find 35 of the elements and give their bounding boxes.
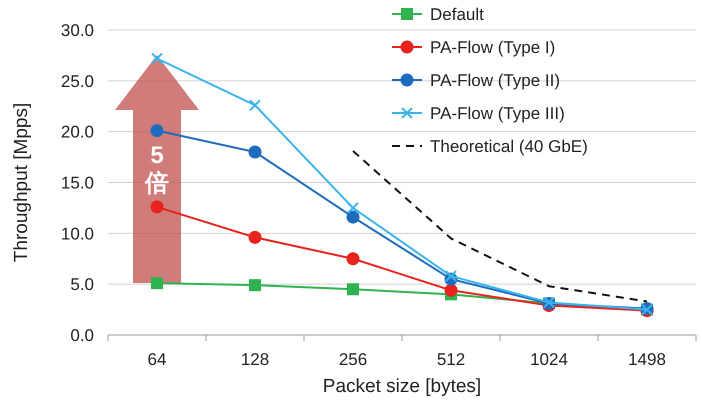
legend-label: PA-Flow (Type II) (430, 71, 560, 90)
y-tick-label: 15.0 (60, 174, 94, 192)
legend-label: PA-Flow (Type III) (430, 104, 565, 123)
x-tick-label: 256 (338, 350, 368, 369)
legend-label: Theoretical (40 GbE) (430, 137, 588, 156)
y-tick-label: 30.0 (60, 21, 94, 40)
y-axis-title: Throughput [Mpps] (11, 102, 32, 262)
x-tick-label: 64 (148, 350, 166, 369)
point (150, 200, 164, 214)
point (151, 277, 163, 290)
y-tick-label: 5.0 (70, 275, 94, 294)
x-tick-label: 512 (436, 350, 466, 369)
point (444, 284, 458, 297)
point (151, 52, 163, 64)
x-tick-label: 1498 (628, 350, 666, 369)
x-tick-label: 128 (240, 350, 270, 369)
x-axis-title: Packet size [bytes] (322, 376, 482, 397)
point (249, 99, 261, 112)
y-tick-label: 25.0 (60, 72, 94, 91)
legend-label: Default (430, 5, 484, 24)
y-tick-label: 20.0 (60, 122, 94, 142)
legend-label: PA-Flow (Type I) (430, 38, 556, 57)
point (346, 210, 360, 224)
point (346, 252, 360, 266)
point (248, 230, 262, 244)
point (248, 146, 262, 158)
y-tick-label: 0.0 (70, 326, 94, 345)
point (347, 283, 359, 296)
y-tick-label: 10.0 (60, 224, 94, 244)
point (249, 279, 261, 292)
point (445, 270, 457, 282)
point (347, 202, 359, 214)
point (150, 124, 164, 138)
x-tick-label: 1024 (530, 350, 568, 369)
annotation: 5倍 (144, 142, 169, 197)
